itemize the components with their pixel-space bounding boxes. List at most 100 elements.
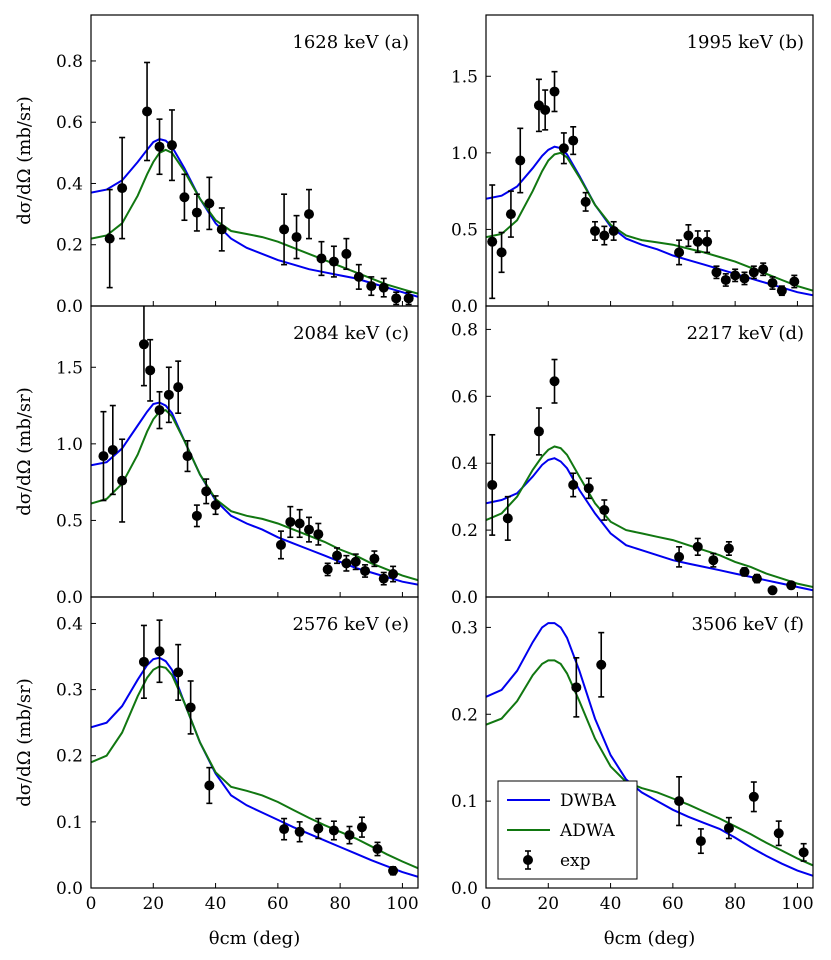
exp-point bbox=[786, 580, 797, 591]
y-tick-label: 0.8 bbox=[56, 52, 83, 72]
x-tick-label: 40 bbox=[600, 894, 622, 914]
exp-point bbox=[142, 106, 153, 117]
exp-point bbox=[711, 267, 722, 278]
exp-point bbox=[776, 285, 787, 296]
exp-point bbox=[313, 529, 324, 540]
exp-point bbox=[117, 183, 128, 194]
exp-point bbox=[163, 389, 174, 400]
x-tick-label: 0 bbox=[86, 894, 97, 914]
exp-point bbox=[313, 823, 324, 834]
adwa-curve bbox=[486, 151, 813, 292]
y-tick-label: 0.4 bbox=[56, 174, 83, 194]
y-tick-label: 1.0 bbox=[56, 435, 83, 455]
y-tick-label: 0.0 bbox=[451, 879, 478, 899]
y-axis-title: dσ/dΩ (mb/sr) bbox=[14, 96, 35, 225]
exp-point bbox=[558, 143, 569, 154]
exp-point bbox=[138, 339, 149, 350]
exp-point bbox=[692, 236, 703, 247]
exp-point bbox=[515, 155, 526, 166]
y-tick-label: 0.4 bbox=[56, 614, 83, 634]
exp-point bbox=[758, 264, 769, 275]
exp-point bbox=[372, 843, 383, 854]
panel-label: 3506 keV (f) bbox=[691, 614, 804, 635]
plot-area bbox=[91, 61, 418, 306]
y-tick-label: 0.2 bbox=[56, 747, 83, 767]
y-tick-label: 1.5 bbox=[451, 67, 478, 87]
exp-point bbox=[798, 847, 809, 858]
exp-point bbox=[104, 233, 115, 244]
dwba-curve bbox=[91, 138, 418, 298]
exp-point bbox=[304, 524, 314, 535]
legend: DWBA ADWA exp bbox=[497, 780, 638, 880]
exp-point bbox=[285, 516, 296, 527]
exp-point bbox=[291, 232, 302, 243]
plot-area bbox=[486, 70, 813, 300]
exp-point bbox=[328, 256, 339, 267]
x-tick-label: 60 bbox=[662, 894, 684, 914]
exp-point bbox=[708, 555, 719, 566]
y-tick-label: 0.0 bbox=[56, 297, 83, 317]
exp-point bbox=[599, 505, 610, 516]
exp-point bbox=[739, 566, 750, 577]
y-tick-label: 0.1 bbox=[56, 813, 83, 833]
exp-point bbox=[773, 828, 784, 839]
exp-point bbox=[166, 140, 177, 151]
exp-point bbox=[204, 198, 215, 209]
exp-point bbox=[98, 451, 109, 462]
exp-point bbox=[568, 479, 579, 490]
adwa-legend-label: ADWA bbox=[559, 821, 616, 841]
exp-point bbox=[107, 444, 118, 455]
dwba-legend-label: DWBA bbox=[560, 791, 617, 811]
panel-c: 0.0 0.5 1.0 1.5 2084 keV (c) bbox=[56, 305, 419, 608]
exp-point bbox=[344, 830, 355, 841]
panel-b: 0.0 0.5 1.0 1.5 1995 keV (b) bbox=[451, 14, 814, 317]
exp-point bbox=[751, 573, 762, 584]
exp-point bbox=[173, 667, 184, 678]
exp-point bbox=[378, 573, 389, 584]
exp-point bbox=[549, 86, 560, 97]
x-tick-label: 0 bbox=[481, 894, 492, 914]
panel-label: 2084 keV (c) bbox=[293, 323, 409, 344]
panel-d: 0.0 0.2 0.4 0.6 0.8 2217 keV (d) bbox=[451, 305, 814, 608]
exp-point bbox=[748, 791, 759, 802]
exp-point bbox=[739, 273, 750, 284]
exp-point bbox=[173, 382, 184, 393]
exp-point bbox=[341, 558, 352, 569]
exp-point bbox=[341, 248, 352, 259]
y-tick-label: 1.5 bbox=[56, 358, 83, 378]
exp-point bbox=[191, 207, 202, 218]
x-tick-label: 40 bbox=[205, 894, 227, 914]
exp-point bbox=[674, 247, 685, 258]
exp-point bbox=[599, 230, 610, 241]
y-tick-label: 0.2 bbox=[451, 705, 478, 725]
y-tick-label: 0.5 bbox=[451, 220, 478, 240]
y-tick-label: 1.0 bbox=[451, 144, 478, 164]
y-tick-label: 0.0 bbox=[56, 879, 83, 899]
exp-point bbox=[571, 682, 582, 693]
exp-point bbox=[275, 539, 286, 550]
exp-point bbox=[185, 702, 196, 713]
x-tick-label: 100 bbox=[386, 894, 418, 914]
exp-point bbox=[304, 209, 314, 220]
exp-point bbox=[695, 836, 706, 847]
exp-point bbox=[391, 293, 402, 304]
exp-point bbox=[350, 556, 361, 567]
x-tick-label: 60 bbox=[267, 894, 289, 914]
x-axis-title: θcm (deg) bbox=[209, 928, 300, 949]
y-tick-label: 0.1 bbox=[451, 792, 478, 812]
exp-point bbox=[204, 780, 215, 791]
exp-point bbox=[210, 500, 221, 511]
y-tick-label: 0.2 bbox=[451, 521, 478, 541]
dwba-curve bbox=[486, 457, 813, 592]
exp-point bbox=[723, 543, 734, 554]
exp-point bbox=[328, 825, 339, 836]
exp-point bbox=[767, 585, 778, 596]
plot-area bbox=[91, 619, 418, 878]
exp-point bbox=[692, 541, 703, 552]
exp-point bbox=[767, 278, 778, 289]
y-tick-label: 0.0 bbox=[451, 297, 478, 317]
exp-point bbox=[388, 865, 399, 876]
exp-point bbox=[201, 486, 212, 497]
adwa-curve bbox=[91, 665, 418, 870]
